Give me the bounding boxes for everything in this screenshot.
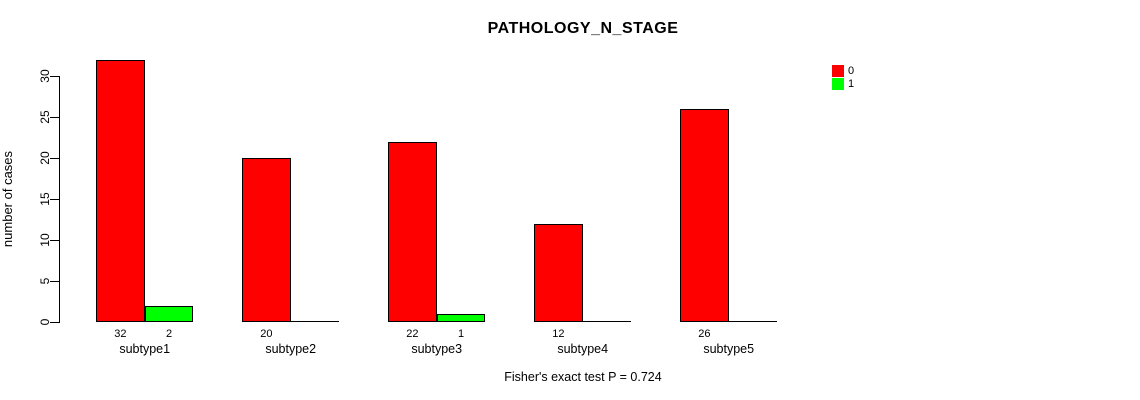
bar-1-subtype3 (436, 313, 486, 322)
y-tick (50, 281, 59, 282)
y-tick-label: 0 (38, 318, 52, 326)
bar-value-label: 22 (406, 328, 419, 340)
legend-swatch-0 (832, 65, 844, 77)
y-tick (50, 76, 59, 77)
bar-0-subtype3 (388, 141, 437, 322)
x-category-label: subtype5 (703, 342, 755, 356)
x-category-label: subtype3 (411, 342, 463, 356)
bar-value-label: 20 (260, 328, 273, 340)
x-category-label: subtype2 (265, 342, 317, 356)
y-tick-label: 5 (38, 277, 52, 285)
y-tick (50, 322, 59, 323)
bar-zero-1-subtype4 (582, 321, 632, 322)
y-tick (50, 240, 59, 241)
chart-title: PATHOLOGY_N_STAGE (487, 20, 679, 37)
y-tick (50, 117, 59, 118)
y-axis-line (59, 76, 60, 323)
bar-value-label: 12 (552, 328, 565, 340)
bar-0-subtype4 (534, 223, 583, 322)
legend-label: 0 (848, 65, 855, 77)
bar-value-label: 32 (114, 328, 127, 340)
bar-zero-1-subtype2 (290, 321, 340, 322)
bar-value-label: 1 (457, 328, 465, 340)
y-tick-label: 15 (38, 192, 52, 206)
bar-value-label: 2 (165, 328, 173, 340)
legend-label: 1 (848, 78, 855, 90)
y-tick-label: 20 (38, 151, 52, 165)
bar-0-subtype1 (96, 59, 145, 322)
y-tick-label: 25 (38, 110, 52, 124)
y-tick-label: 10 (38, 233, 52, 247)
y-axis-title: number of cases (0, 150, 15, 248)
x-category-label: subtype1 (119, 342, 171, 356)
bar-0-subtype2 (242, 158, 291, 322)
x-category-label: subtype4 (557, 342, 609, 356)
bar-zero-1-subtype5 (728, 321, 778, 322)
y-tick-label: 30 (38, 69, 52, 83)
annotation-text: Fisher's exact test P = 0.724 (504, 370, 662, 384)
legend-swatch-1 (832, 78, 844, 90)
bar-1-subtype1 (144, 305, 194, 322)
y-tick (50, 158, 59, 159)
bar-value-label: 26 (698, 328, 711, 340)
y-tick (50, 199, 59, 200)
bar-0-subtype5 (680, 108, 729, 322)
